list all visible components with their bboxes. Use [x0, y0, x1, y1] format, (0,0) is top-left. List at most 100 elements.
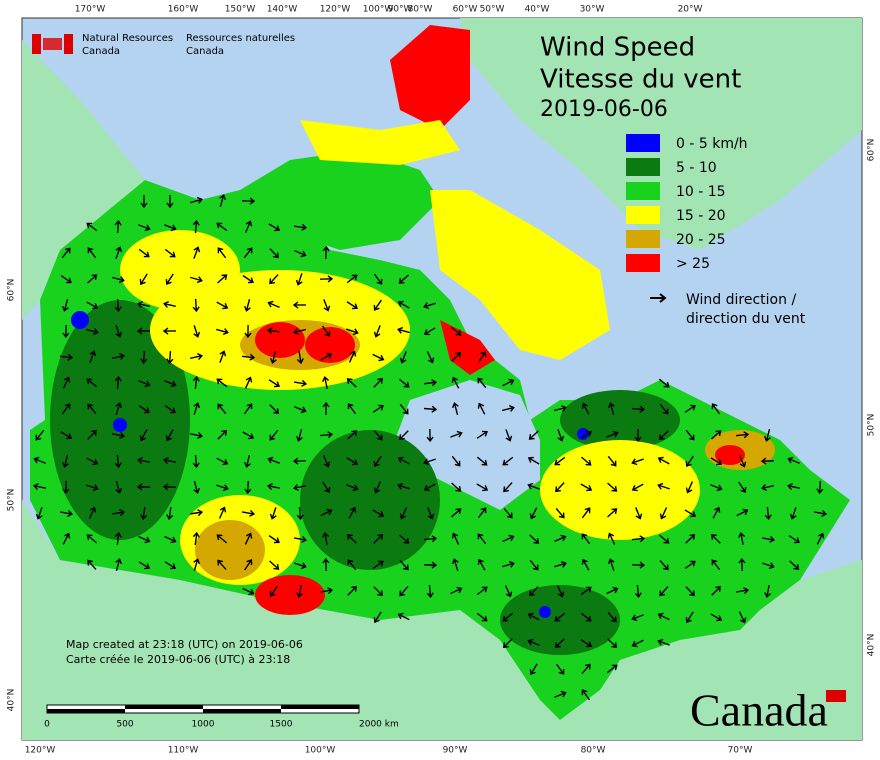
wind-arrow: [502, 638, 513, 649]
wind-arrow: [62, 324, 70, 339]
wind-arrow: [581, 663, 591, 674]
lat-label: 60°N: [867, 139, 877, 162]
wind-arrow: [87, 559, 97, 570]
scale-label: 1000: [192, 720, 215, 730]
wind-arrow: [217, 429, 228, 440]
lon-label: 40°W: [525, 5, 550, 15]
wind-arrow: [266, 483, 281, 491]
wind-arrow: [269, 404, 280, 415]
lon-label: 110°W: [168, 746, 199, 756]
wind-arrow: [166, 194, 174, 209]
wind-arrow: [269, 585, 278, 597]
legend-arrow-label: Wind direction /: [686, 292, 796, 308]
wind-arrow: [139, 273, 148, 286]
wind-arrow: [580, 586, 592, 596]
wind-arrow: [60, 431, 73, 440]
wind-arrow: [136, 327, 151, 335]
wind-arrow: [242, 431, 255, 440]
wind-arrow: [788, 535, 800, 544]
wind-arrow: [189, 353, 204, 360]
wind-arrow: [322, 245, 330, 260]
wind-arrow: [347, 559, 357, 571]
scale-label: 500: [116, 720, 133, 730]
wind-arrow: [346, 534, 357, 544]
wind-arrow: [140, 506, 148, 521]
lon-label: 160°W: [168, 5, 199, 15]
legend-swatch: [626, 158, 660, 176]
wind-arrow: [736, 508, 749, 517]
wind-arrow: [293, 223, 308, 231]
wind-arrow: [293, 535, 308, 543]
legend-label: 10 - 15: [676, 184, 726, 200]
wind-arrow: [296, 584, 304, 599]
wind-arrow: [684, 509, 697, 518]
wind-arrow: [505, 429, 513, 442]
wind-arrow: [114, 454, 122, 469]
wind-arrow: [397, 482, 410, 490]
wind-arrow: [217, 559, 227, 570]
wind-arrow: [269, 429, 279, 441]
wind-arrow: [86, 301, 99, 310]
wind-arrow: [399, 351, 407, 364]
wind-arrow: [115, 246, 123, 259]
wind-arrow: [347, 430, 358, 440]
wind-arrow: [399, 507, 408, 520]
wind-arrow: [268, 379, 281, 388]
scale-label: 0: [44, 720, 50, 730]
wind-arrow: [502, 378, 515, 387]
wind-arrow: [684, 560, 696, 570]
wind-arrow: [217, 403, 227, 415]
wind-arrow: [659, 403, 669, 415]
wind-arrow: [476, 483, 489, 492]
hudson-bay: [395, 380, 540, 510]
wind-arrow: [61, 455, 69, 468]
wind-arrow: [86, 222, 98, 232]
wind-arrow: [32, 483, 47, 490]
wind-arrow: [554, 638, 565, 649]
wind-arrow: [190, 196, 203, 204]
wind-arrow: [816, 532, 825, 545]
wind-arrow: [555, 482, 565, 493]
wind-arrow: [816, 480, 824, 495]
wind-arrow: [529, 663, 538, 676]
wind-arrow: [813, 509, 828, 517]
wind-arrow: [320, 352, 333, 361]
wind-arrow: [244, 532, 253, 545]
wind-arrow: [554, 456, 566, 466]
wind-arrow: [294, 249, 307, 258]
wind-arrow: [243, 247, 253, 259]
wind-arrow: [738, 455, 747, 468]
wind-arrow: [685, 586, 695, 597]
wind-arrow: [216, 484, 229, 492]
wind-arrow: [35, 507, 43, 520]
wind-arrow: [216, 378, 228, 388]
wind-arrow: [59, 353, 74, 361]
wind-arrow: [269, 351, 277, 364]
wind-arrow: [346, 457, 359, 466]
wind-arrow: [423, 483, 436, 492]
wind-arrow: [348, 506, 357, 519]
lon-label: 50°W: [480, 5, 505, 15]
wind-arrow: [136, 483, 151, 491]
wind-arrow: [294, 562, 307, 570]
wind-arrow: [244, 324, 252, 339]
wind-arrow: [138, 561, 151, 570]
wind-arrow: [292, 301, 307, 309]
scale-label: 1500: [270, 720, 293, 730]
wind-arrow: [738, 481, 747, 493]
wind-arrow: [631, 535, 646, 543]
wind-arrow: [397, 326, 410, 334]
wind-arrow: [373, 273, 383, 285]
wind-arrow: [61, 247, 71, 259]
wind-arrow: [114, 531, 122, 546]
title: Vitesse du vent: [540, 65, 741, 95]
wind-arrow: [527, 482, 540, 490]
wind-arrow: [761, 484, 775, 491]
wind-arrow: [685, 455, 694, 467]
wind-arrow: [373, 481, 381, 494]
wind-arrow: [451, 376, 460, 389]
legend-label: 20 - 25: [676, 232, 726, 248]
legend-label: 15 - 20: [676, 208, 726, 224]
wind-arrow: [348, 350, 357, 363]
wind-arrow: [529, 559, 539, 571]
